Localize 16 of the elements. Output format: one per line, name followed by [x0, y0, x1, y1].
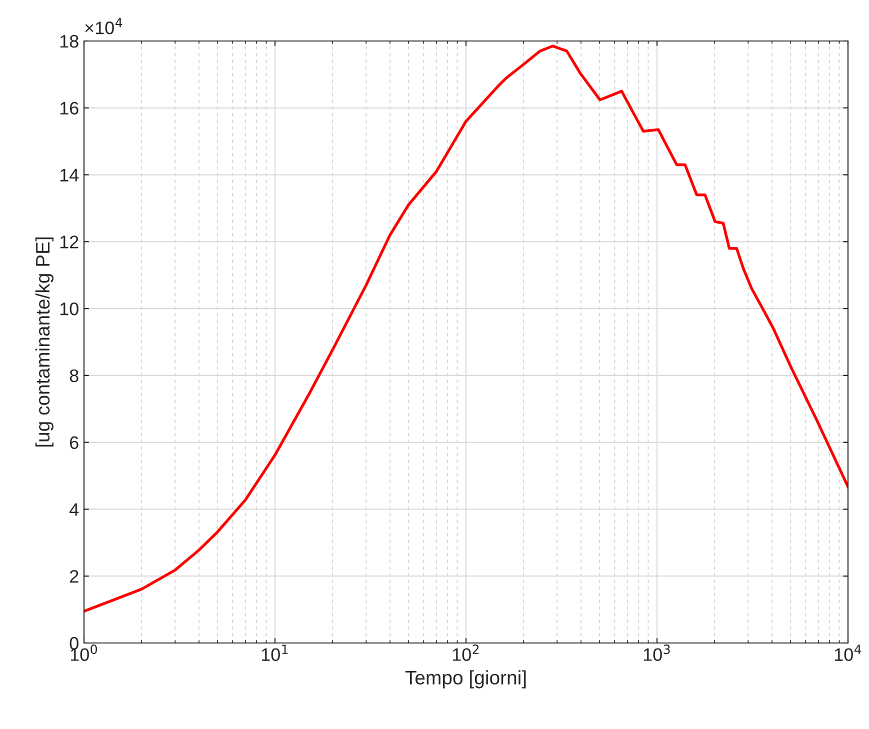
y-tick-label: 16: [60, 102, 78, 115]
y-tick-label: 2: [70, 570, 78, 583]
y-tick-label: 8: [70, 369, 78, 382]
y-tick-label: 6: [70, 436, 78, 450]
x-tick-label: 10$^{2}$: [452, 644, 479, 661]
y-tick-label: 10: [60, 302, 78, 316]
x-axis-title: Tempo [giorni]: [405, 670, 526, 688]
y-tick-label: 14: [60, 168, 79, 182]
y-tick-label: 12: [60, 236, 78, 248]
x-tick-label: 10$^{3}$: [644, 644, 670, 661]
text: ×10$^{4}$: [85, 18, 122, 34]
y-tick-label: 4: [70, 503, 79, 516]
x-tick-label: 10$^{1}$: [262, 644, 288, 661]
y-tick-label: 18: [60, 34, 78, 48]
x-tick-label: 10$^{4}$: [834, 644, 862, 661]
y-axis-title: [ug contaminante/kg PE]: [35, 237, 54, 447]
